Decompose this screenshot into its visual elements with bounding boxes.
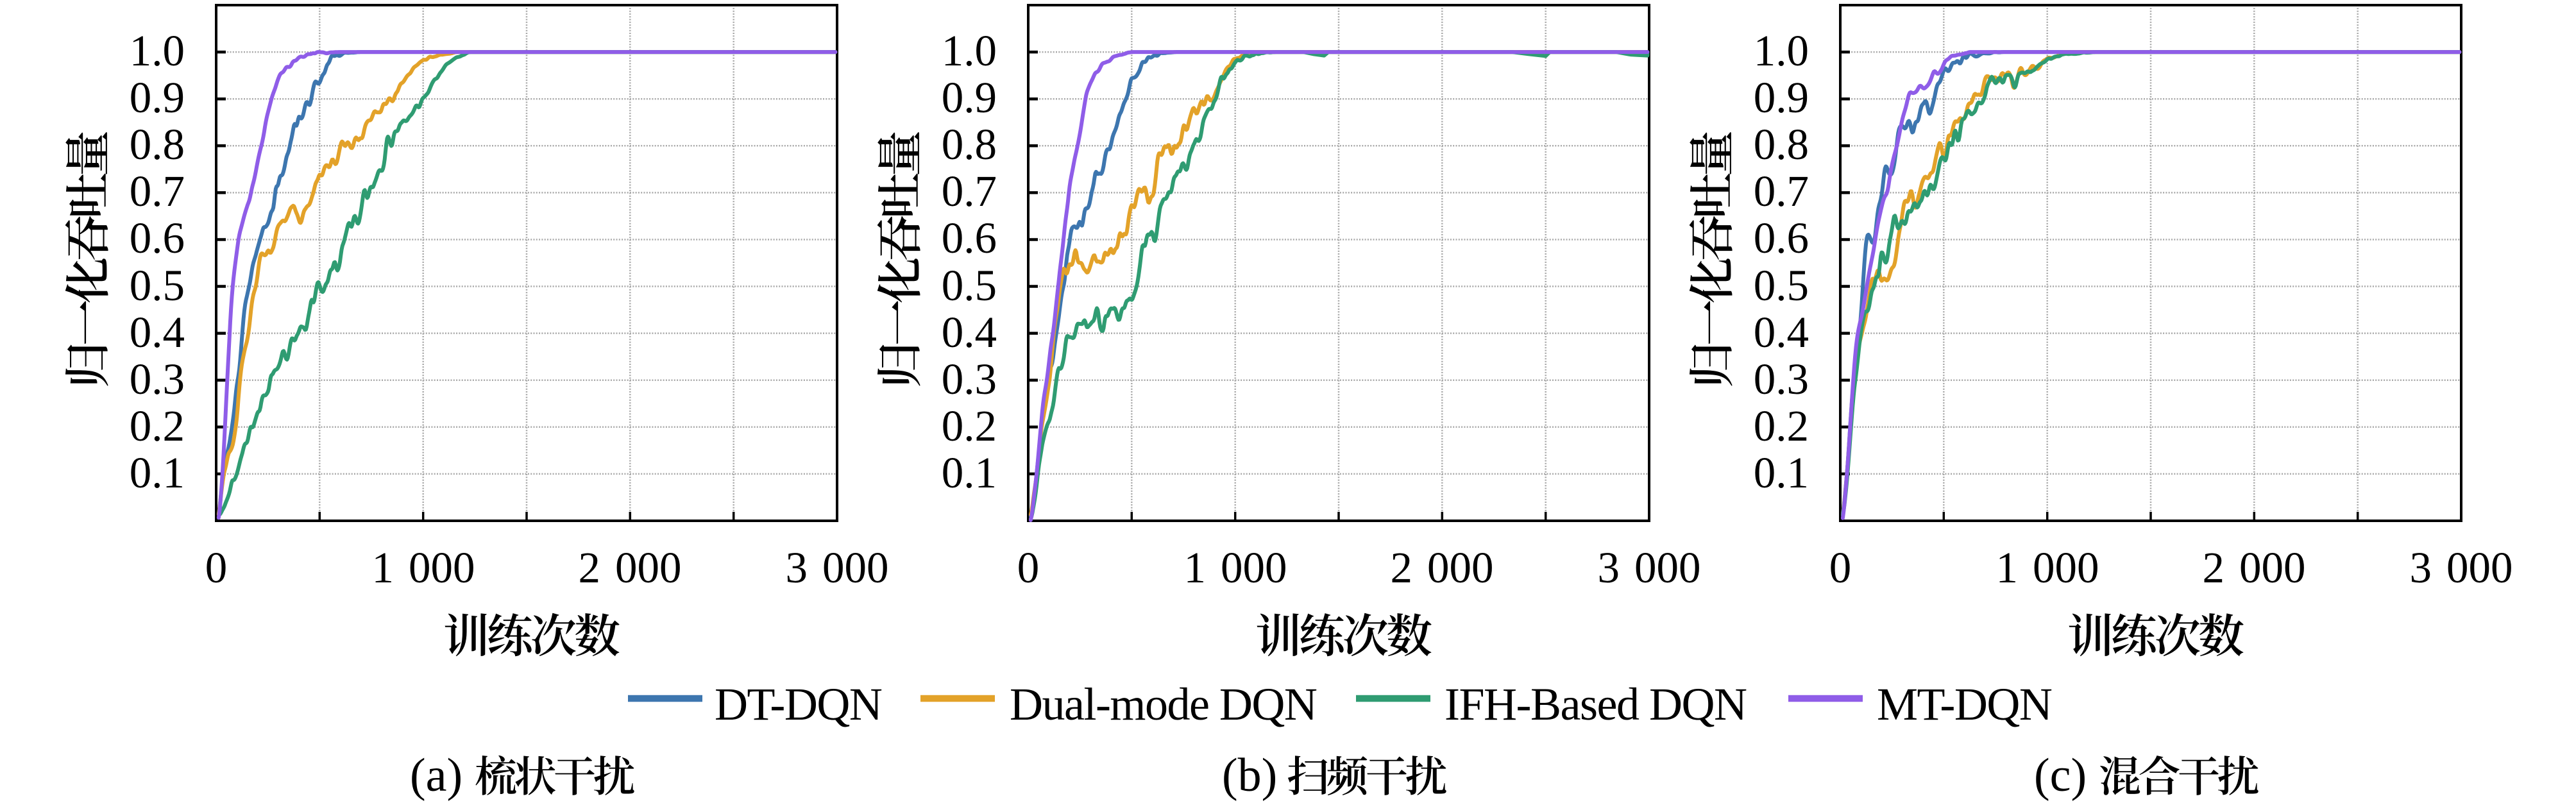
svg-text:1.0: 1.0 [942,26,997,75]
svg-text:0.9: 0.9 [1754,73,1809,122]
svg-text:0.1: 0.1 [130,448,185,497]
svg-text:0.9: 0.9 [130,73,185,122]
svg-text:DT-DQN: DT-DQN [715,679,882,730]
svg-text:0.1: 0.1 [1754,448,1809,497]
svg-text:(b): (b) [1222,749,1277,802]
svg-text:Dual-mode DQN: Dual-mode DQN [1010,679,1317,730]
svg-text:0.1: 0.1 [942,448,997,497]
svg-text:0.2: 0.2 [1754,402,1809,450]
svg-text:0.5: 0.5 [942,261,997,310]
svg-text:0.3: 0.3 [130,355,185,403]
svg-text:0.7: 0.7 [1754,167,1809,216]
svg-text:0.7: 0.7 [942,167,997,216]
svg-text:1.0: 1.0 [1754,26,1809,75]
svg-text:0.8: 0.8 [130,120,185,169]
svg-text:0.2: 0.2 [942,402,997,450]
svg-text:0.8: 0.8 [942,120,997,169]
svg-text:(a): (a) [410,749,462,802]
svg-text:0.3: 0.3 [1754,355,1809,403]
svg-text:0.4: 0.4 [942,308,997,357]
svg-text:0.6: 0.6 [130,214,185,262]
svg-text:IFH-Based DQN: IFH-Based DQN [1445,679,1747,730]
svg-text:0.6: 0.6 [1754,214,1809,262]
svg-text:0.9: 0.9 [942,73,997,122]
svg-text:(c): (c) [2034,749,2087,802]
svg-text:MT-DQN: MT-DQN [1877,679,2052,730]
svg-text:0.3: 0.3 [942,355,997,403]
svg-text:0: 0 [205,543,228,592]
svg-text:0.6: 0.6 [942,214,997,262]
svg-text:0.2: 0.2 [130,402,185,450]
svg-text:0: 0 [1829,543,1852,592]
svg-text:1.0: 1.0 [130,26,185,75]
svg-text:0.4: 0.4 [130,308,185,357]
svg-text:0.7: 0.7 [130,167,185,216]
svg-text:0.5: 0.5 [130,261,185,310]
svg-text:0.4: 0.4 [1754,308,1809,357]
svg-text:0.5: 0.5 [1754,261,1809,310]
svg-text:0: 0 [1017,543,1040,592]
svg-text:0.8: 0.8 [1754,120,1809,169]
